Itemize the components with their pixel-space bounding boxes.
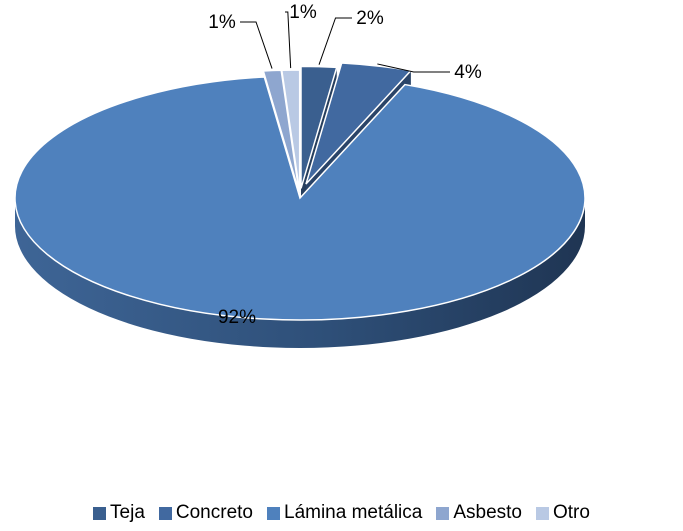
data-label-concreto: 4% [454, 62, 482, 83]
data-label-l-mina-met-lica: 92% [218, 307, 256, 328]
leader-line-concreto [377, 63, 450, 73]
data-label-otro: 1% [289, 2, 317, 23]
legend-label-asbesto: Asbesto [453, 502, 522, 523]
legend-label-l-mina-met-lica: Lámina metálica [284, 502, 423, 523]
legend-swatch-concreto [158, 506, 172, 520]
legend-swatch-otro [536, 506, 549, 520]
legend-item-concreto: Concreto [158, 502, 253, 524]
legend-swatch-l-mina-met-lica [267, 506, 280, 520]
pie-tops [14, 62, 586, 321]
legend-item-asbesto: Asbesto [436, 502, 522, 524]
legend-label-otro: Otro [553, 502, 590, 523]
leader-line-asbesto [240, 21, 273, 69]
slice-otro [280, 69, 301, 193]
slice-l-mina-met-lica [14, 76, 586, 321]
slice-side-l-mina-met-lica [15, 198, 585, 348]
slice-concreto [305, 62, 413, 185]
data-label-teja: 2% [356, 8, 384, 29]
leader-line-teja [318, 17, 352, 65]
legend-item-l-mina-met-lica: Lámina metálica [267, 502, 422, 524]
legend-label-teja: Teja [110, 502, 145, 523]
legend: Teja Concreto Lámina metálica Asbesto Otro [0, 500, 683, 526]
legend-label-concreto: Concreto [175, 502, 253, 523]
legend-item-teja: Teja [93, 502, 145, 524]
slice-teja [300, 65, 338, 189]
legend-item-otro: Otro [536, 502, 590, 524]
leader-lines [240, 11, 450, 73]
legend-swatch-teja [93, 506, 107, 520]
legend-swatch-asbesto [436, 506, 450, 520]
data-labels: 2% 4% 92% 1% 1% [208, 2, 482, 328]
data-label-asbesto: 1% [208, 12, 236, 33]
leader-line-otro [285, 11, 292, 69]
